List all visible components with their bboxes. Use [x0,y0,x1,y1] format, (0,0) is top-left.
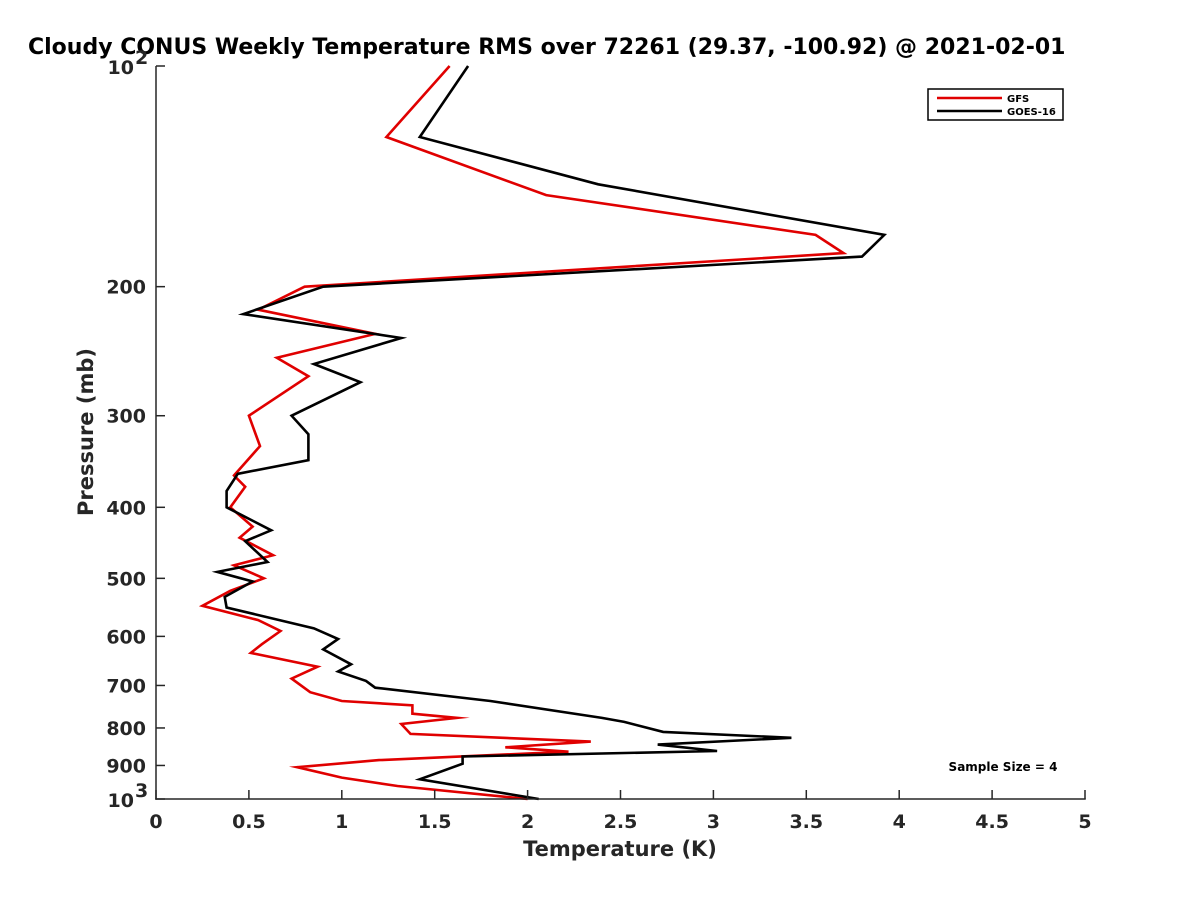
x-tick-label: 1 [335,811,348,833]
x-tick-label: 2.5 [604,811,638,833]
series-line-goes-16 [211,65,888,801]
y-tick-label-base: 10 [108,790,134,812]
ticks-layer: 0 0.5 1 1.5 2 2.5 3 3.5 4 4.5 510 22003004005006007… [106,47,1091,833]
x-tick-label: 4.5 [975,811,1009,833]
x-tick-label: 5 [1078,811,1091,833]
x-tick-label: 0.5 [232,811,266,833]
y-tick-label: 800 [106,718,146,740]
y-tick-label: 500 [106,568,146,590]
y-tick-label: 600 [106,626,146,648]
x-tick-label: 4 [893,811,906,833]
x-axis-label: Temperature (K) [523,837,717,861]
y-tick-label: 10 2 [108,47,149,79]
legend-label-goes-16: GOES-16 [1007,107,1056,118]
legend-label-gfs: GFS [1007,94,1029,105]
x-tick-label: 3.5 [789,811,823,833]
y-tick-label: 200 [106,277,146,299]
y-axis-label: Pressure (mb) [74,348,98,516]
series-layer [198,65,888,801]
x-tick-label: 0 [149,811,162,833]
plot-area [156,66,1085,799]
y-tick-label-exponent: 2 [135,47,148,69]
x-tick-label: 3 [707,811,720,833]
y-tick-label-base: 10 [108,57,134,79]
sample-size-annotation: Sample Size = 4 [949,760,1058,774]
x-tick-label: 2 [521,811,534,833]
legend-box [927,88,1064,121]
y-tick-label: 700 [106,675,146,697]
x-tick-label: 1.5 [418,811,452,833]
legend: GFS GOES-16 [927,88,1064,121]
y-tick-label: 900 [106,755,146,777]
y-tick-label: 10 3 [108,780,149,812]
y-tick-label: 300 [106,406,146,428]
y-tick-label-exponent: 3 [135,780,148,802]
chart-title: Cloudy CONUS Weekly Temperature RMS over… [28,35,1065,60]
y-tick-label: 400 [106,497,146,519]
